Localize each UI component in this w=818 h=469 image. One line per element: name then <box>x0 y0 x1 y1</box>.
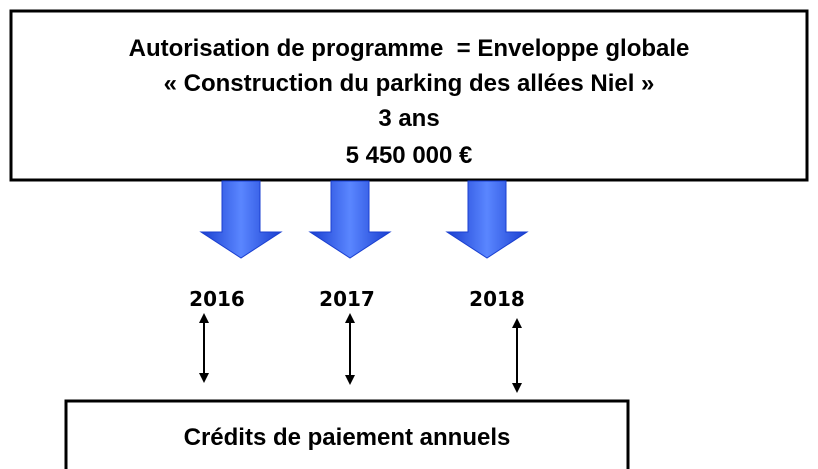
footer-text: Crédits de paiement annuels <box>184 424 511 451</box>
year-label: 2017 <box>319 287 375 311</box>
blue-arrows <box>199 180 529 259</box>
header-line: 3 ans <box>378 105 439 132</box>
header-box <box>9 9 809 182</box>
year-label: 2016 <box>189 287 245 311</box>
double-arrows <box>199 313 522 393</box>
footer-box <box>64 399 630 469</box>
blue-arrow <box>199 180 283 259</box>
header-line: 5 450 000 € <box>346 142 473 169</box>
header-line: « Construction du parking des allées Nie… <box>164 70 655 97</box>
header-line: Autorisation de programme = Enveloppe gl… <box>129 35 690 62</box>
year-label: 2018 <box>469 287 525 311</box>
blue-arrow <box>445 180 529 259</box>
blue-arrow <box>308 180 392 259</box>
